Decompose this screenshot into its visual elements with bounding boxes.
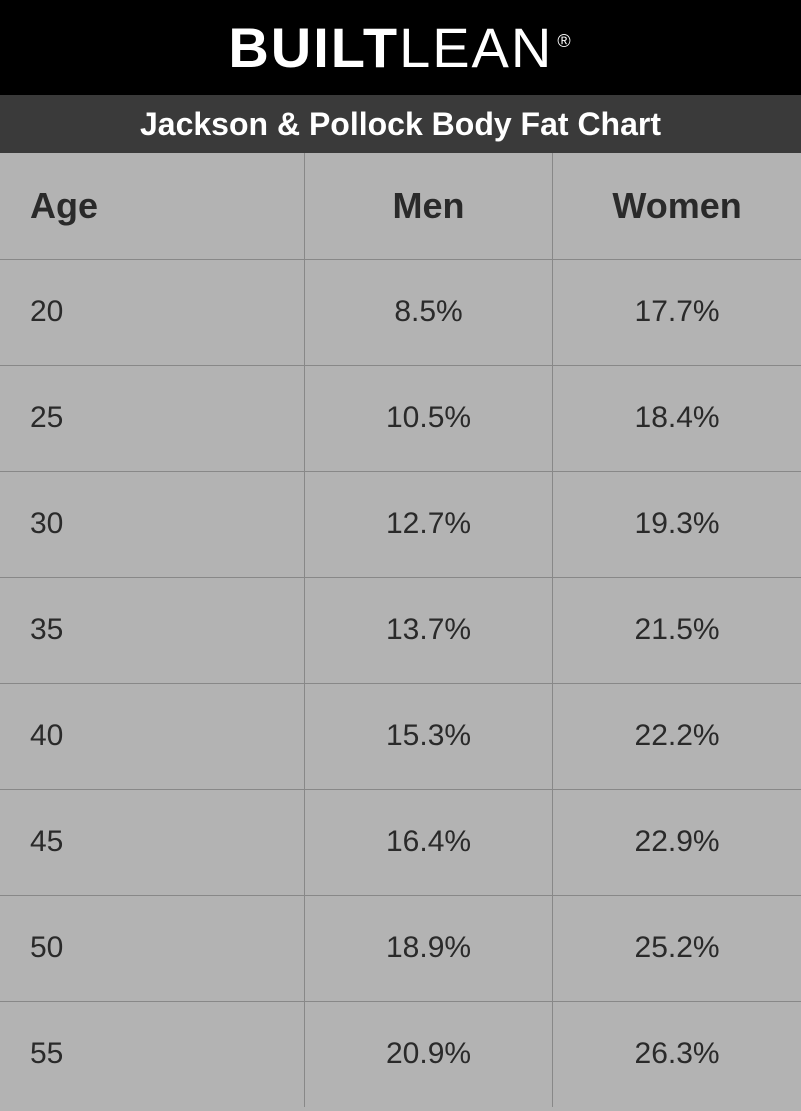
body-fat-table-container: Age Men Women 20 8.5% 17.7% 25 10.5% 18.… [0, 153, 801, 1107]
chart-title: Jackson & Pollock Body Fat Chart [140, 106, 661, 143]
cell-women: 21.5% [553, 577, 801, 683]
brand-registered-mark: ® [557, 31, 572, 52]
cell-women: 25.2% [553, 895, 801, 1001]
cell-age: 40 [0, 683, 304, 789]
cell-women: 18.4% [553, 365, 801, 471]
table-row: 20 8.5% 17.7% [0, 259, 801, 365]
cell-men: 16.4% [304, 789, 552, 895]
cell-age: 50 [0, 895, 304, 1001]
cell-age: 25 [0, 365, 304, 471]
cell-age: 30 [0, 471, 304, 577]
brand-light-text: LEAN [399, 15, 553, 80]
cell-age: 20 [0, 259, 304, 365]
cell-men: 15.3% [304, 683, 552, 789]
brand-bold-text: BUILT [228, 15, 399, 80]
table-row: 50 18.9% 25.2% [0, 895, 801, 1001]
table-row: 40 15.3% 22.2% [0, 683, 801, 789]
brand-logo: BUILTLEAN® [228, 15, 572, 80]
table-row: 30 12.7% 19.3% [0, 471, 801, 577]
cell-women: 19.3% [553, 471, 801, 577]
table-row: 45 16.4% 22.9% [0, 789, 801, 895]
cell-age: 55 [0, 1001, 304, 1107]
brand-header: BUILTLEAN® [0, 0, 801, 95]
subtitle-bar: Jackson & Pollock Body Fat Chart [0, 95, 801, 153]
cell-men: 12.7% [304, 471, 552, 577]
cell-men: 18.9% [304, 895, 552, 1001]
cell-women: 26.3% [553, 1001, 801, 1107]
cell-men: 8.5% [304, 259, 552, 365]
cell-men: 20.9% [304, 1001, 552, 1107]
table-header-row: Age Men Women [0, 153, 801, 259]
table-row: 35 13.7% 21.5% [0, 577, 801, 683]
table-row: 25 10.5% 18.4% [0, 365, 801, 471]
col-header-men: Men [304, 153, 552, 259]
cell-women: 22.2% [553, 683, 801, 789]
cell-age: 45 [0, 789, 304, 895]
cell-women: 17.7% [553, 259, 801, 365]
cell-age: 35 [0, 577, 304, 683]
col-header-age: Age [0, 153, 304, 259]
cell-women: 22.9% [553, 789, 801, 895]
table-row: 55 20.9% 26.3% [0, 1001, 801, 1107]
col-header-women: Women [553, 153, 801, 259]
body-fat-table: Age Men Women 20 8.5% 17.7% 25 10.5% 18.… [0, 153, 801, 1107]
cell-men: 10.5% [304, 365, 552, 471]
cell-men: 13.7% [304, 577, 552, 683]
